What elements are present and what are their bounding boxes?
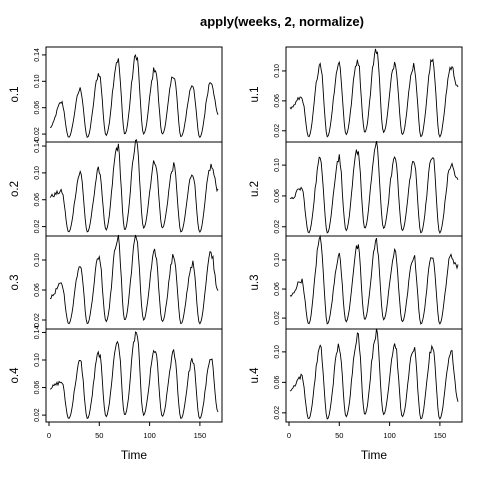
- y-tick-label: 0.02: [34, 220, 41, 234]
- chart-title: apply(weeks, 2, normalize): [200, 14, 364, 29]
- x-axis-label: Time: [361, 448, 388, 462]
- y-tick-label: 0.06: [34, 101, 41, 115]
- y-tick-label: 0.10: [274, 64, 281, 78]
- y-tick-label: 0.06: [34, 381, 41, 395]
- x-tick-label: 0: [47, 431, 51, 440]
- y-tick-label: 0.02: [34, 408, 41, 422]
- x-tick-label: 150: [434, 431, 447, 440]
- y-tick-label: 0.10: [274, 345, 281, 359]
- x-tick-label: 50: [335, 431, 343, 440]
- y-tick-label: 0.14: [34, 48, 41, 62]
- y-tick-label: 0.02: [274, 124, 281, 138]
- y-tick-label: 0.02: [274, 220, 281, 234]
- y-tick-label: 0.02: [274, 311, 281, 325]
- y-tick-label: 0.02: [34, 127, 41, 141]
- series-line-o-4: [49, 331, 219, 420]
- series-line-o-3: [49, 234, 219, 325]
- y-tick-label: 0.10: [274, 253, 281, 267]
- panel-frame: [45, 328, 223, 423]
- y-tick-label: 0.06: [34, 283, 41, 297]
- series-line-u-3: [289, 234, 459, 325]
- x-axis-label: Time: [121, 448, 148, 462]
- x-tick-label: 150: [194, 431, 207, 440]
- x-tick-label: 100: [143, 431, 156, 440]
- series-line-u-4: [289, 328, 459, 420]
- y-tick-label: 0.06: [34, 193, 41, 207]
- y-axis-label: o.2: [9, 181, 21, 197]
- series-line-u-1: [289, 48, 459, 138]
- series-line-o-1: [50, 54, 219, 139]
- y-tick-label: 0.10: [274, 158, 281, 172]
- y-tick-label: 0.10: [34, 253, 41, 267]
- y-tick-label: 0.14: [34, 139, 41, 153]
- series-line-o-2: [49, 139, 219, 233]
- panel-u-2: 0.02 0.06 0.10 u.2: [249, 141, 463, 237]
- y-tick-label: 0.02: [34, 313, 41, 327]
- chart-panels: 0.02 0.06 0.10 0.14 o.1 0.02 0.06 0.10 0.14 o.2 0.…: [9, 46, 463, 462]
- y-axis-label: u.3: [249, 275, 261, 291]
- y-tick-label: 0.10: [34, 353, 41, 367]
- y-axis-label: u.1: [249, 87, 261, 103]
- y-axis-label: u.4: [249, 367, 261, 384]
- y-tick-label: 0.14: [34, 326, 41, 340]
- y-tick-label: 0.06: [274, 375, 281, 389]
- y-tick-label: 0.02: [274, 406, 281, 420]
- x-tick-label: 0: [287, 431, 291, 440]
- y-axis-label: o.4: [9, 367, 21, 384]
- panel-o-4: 0.02 0.06 0.10 0.14 o.4 0 50 100 150 Time: [9, 326, 223, 462]
- x-tick-label: 50: [95, 431, 103, 440]
- series-line-u-2: [289, 141, 459, 234]
- y-axis-label: o.3: [9, 275, 21, 291]
- y-tick-label: 0.06: [274, 94, 281, 108]
- y-tick-label: 0.06: [274, 189, 281, 203]
- y-axis-label: u.2: [249, 181, 261, 197]
- y-tick-label: 0.10: [34, 166, 41, 180]
- y-axis-label: o.1: [9, 87, 21, 103]
- y-tick-label: 0.10: [34, 74, 41, 88]
- y-tick-label: 0.06: [274, 282, 281, 296]
- panel-u-4: 0.02 0.06 0.10 u.4 0 50 100 150 Time: [249, 328, 463, 462]
- panel-frame: [285, 328, 463, 423]
- x-tick-label: 100: [383, 431, 396, 440]
